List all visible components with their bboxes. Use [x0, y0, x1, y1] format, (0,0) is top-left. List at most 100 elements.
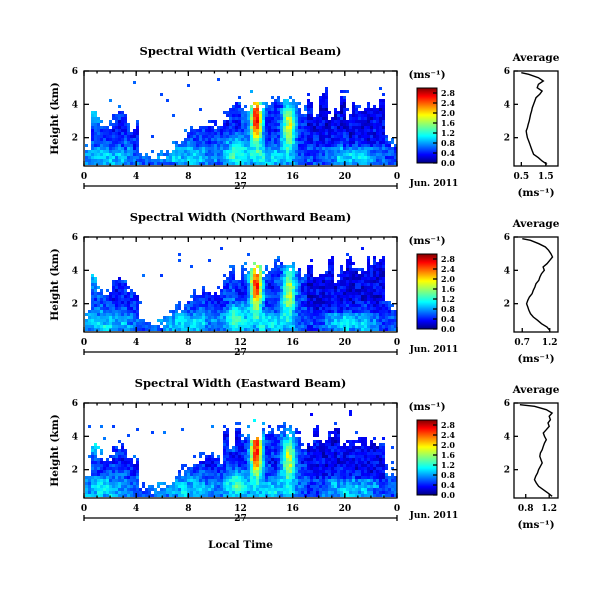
heatmap-cell: [184, 129, 187, 132]
heatmap-cell: [100, 452, 103, 455]
heatmap-cell: [277, 156, 280, 159]
heatmap-cell: [220, 156, 223, 159]
heatmap-cell: [223, 150, 226, 153]
heatmap-cell: [223, 147, 226, 150]
heatmap-cell: [247, 443, 250, 446]
heatmap-cell: [334, 307, 337, 310]
heatmap-cell: [175, 316, 178, 319]
heatmap-cell: [277, 295, 280, 298]
heatmap-cell: [247, 319, 250, 322]
heatmap-cell: [349, 274, 352, 277]
heatmap-cell: [229, 467, 232, 470]
heatmap-cell: [268, 446, 271, 449]
heatmap-cell: [280, 304, 283, 307]
heatmap-cell: [340, 461, 343, 464]
heatmap-cell: [103, 479, 106, 482]
heatmap-cell: [274, 123, 277, 126]
heatmap-cell: [229, 473, 232, 476]
heatmap-cell: [136, 470, 139, 473]
heatmap-cell: [253, 156, 256, 159]
heatmap-cell: [301, 467, 304, 470]
heatmap-cell: [235, 473, 238, 476]
heatmap-cell: [304, 105, 307, 108]
heatmap-cell: [247, 425, 250, 428]
heatmap-cell: [217, 78, 220, 81]
heatmap-cell: [139, 153, 142, 156]
profile-y-tick-label: 4: [504, 266, 510, 276]
heatmap-cell: [97, 467, 100, 470]
heatmap-cell: [262, 280, 265, 283]
heatmap-cell: [295, 141, 298, 144]
heatmap-cell: [274, 449, 277, 452]
heatmap-cell: [211, 156, 214, 159]
heatmap-cell: [247, 470, 250, 473]
heatmap-cell: [211, 452, 214, 455]
heatmap-cell: [310, 126, 313, 129]
heatmap-cell: [118, 159, 121, 162]
heatmap-cell: [334, 310, 337, 313]
heatmap-cell: [121, 473, 124, 476]
heatmap-cell: [328, 265, 331, 268]
heatmap-cell: [175, 141, 178, 144]
heatmap-cell: [283, 437, 286, 440]
heatmap-cell: [130, 132, 133, 135]
heatmap-cell: [181, 328, 184, 331]
heatmap-cell: [304, 479, 307, 482]
heatmap-cell: [244, 325, 247, 328]
heatmap-cell: [145, 494, 148, 497]
heatmap-cell: [199, 488, 202, 491]
heatmap-cell: [286, 467, 289, 470]
heatmap-cell: [196, 479, 199, 482]
heatmap-cell: [355, 150, 358, 153]
heatmap-cell: [334, 464, 337, 467]
heatmap-cell: [229, 449, 232, 452]
heatmap-cell: [325, 129, 328, 132]
heatmap-cell: [301, 491, 304, 494]
heatmap-cell: [277, 446, 280, 449]
heatmap-cell: [373, 141, 376, 144]
heatmap-cell: [292, 328, 295, 331]
heatmap-cell: [262, 307, 265, 310]
heatmap-cell: [238, 132, 241, 135]
heatmap-cell: [346, 144, 349, 147]
heatmap-cell: [277, 485, 280, 488]
heatmap-cell: [367, 129, 370, 132]
heatmap-cell: [316, 301, 319, 304]
heatmap-cell: [277, 111, 280, 114]
heatmap-cell: [250, 449, 253, 452]
heatmap-cell: [259, 452, 262, 455]
heatmap-cell: [100, 138, 103, 141]
heatmap-cell: [268, 105, 271, 108]
heatmap-cell: [205, 156, 208, 159]
heatmap-cell: [358, 111, 361, 114]
heatmap-cell: [265, 298, 268, 301]
heatmap-cell: [271, 491, 274, 494]
heatmap-cell: [301, 129, 304, 132]
heatmap-cell: [298, 467, 301, 470]
heatmap-cell: [214, 464, 217, 467]
heatmap-cell: [298, 458, 301, 461]
heatmap-cell: [337, 298, 340, 301]
heatmap-cell: [313, 455, 316, 458]
heatmap-cell: [85, 322, 88, 325]
heatmap-cell: [352, 491, 355, 494]
heatmap-cell: [313, 132, 316, 135]
heatmap-cell: [256, 440, 259, 443]
heatmap-cell: [232, 289, 235, 292]
heatmap-cell: [367, 298, 370, 301]
heatmap-cell: [277, 114, 280, 117]
heatmap-cell: [307, 153, 310, 156]
heatmap-cell: [256, 144, 259, 147]
heatmap-cell: [121, 310, 124, 313]
heatmap-cell: [211, 126, 214, 129]
heatmap-cell: [301, 150, 304, 153]
heatmap-cell: [100, 316, 103, 319]
heatmap-cell: [343, 150, 346, 153]
heatmap-cell: [166, 156, 169, 159]
heatmap-cell: [340, 132, 343, 135]
heatmap-cell: [235, 108, 238, 111]
heatmap-cell: [229, 114, 232, 117]
heatmap-cell: [274, 259, 277, 262]
heatmap-cell: [205, 144, 208, 147]
heatmap-cell: [352, 105, 355, 108]
